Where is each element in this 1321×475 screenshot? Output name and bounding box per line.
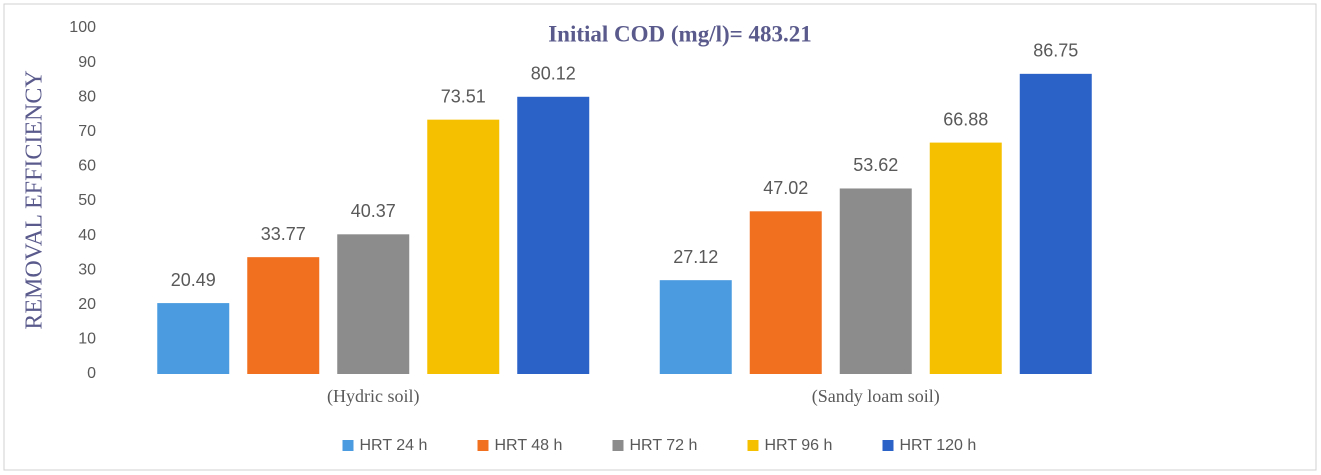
x-tick-label: (Sandy loam soil) (812, 386, 940, 407)
legend-label: HRT 120 h (900, 437, 977, 454)
legend-swatch (342, 440, 354, 451)
y-tick-label: 60 (78, 158, 96, 175)
chart-title: Initial COD (mg/l)= 483.21 (548, 21, 812, 46)
y-tick-label: 50 (78, 192, 96, 209)
bar (839, 188, 912, 374)
y-tick-label: 80 (78, 88, 96, 105)
legend-swatch (612, 440, 624, 451)
value-label: 47.02 (763, 178, 808, 198)
legend-label: HRT 96 h (765, 437, 833, 454)
bar (1019, 73, 1092, 374)
bar (659, 280, 732, 374)
value-label: 86.75 (1033, 41, 1078, 61)
legend-swatch (477, 440, 489, 451)
legend-label: HRT 48 h (495, 437, 563, 454)
y-tick-label: 30 (78, 261, 96, 278)
bar (247, 257, 320, 374)
y-tick-label: 70 (78, 123, 96, 140)
legend-label: HRT 72 h (630, 437, 698, 454)
x-tick-label: (Hydric soil) (327, 386, 419, 407)
bar (749, 211, 822, 374)
legend-swatch (882, 440, 894, 451)
y-tick-label: 20 (78, 296, 96, 313)
y-tick-label: 100 (69, 19, 96, 36)
value-label: 33.77 (261, 224, 306, 244)
value-label: 66.88 (943, 109, 988, 129)
y-tick-label: 90 (78, 54, 96, 71)
legend-swatch (747, 440, 759, 451)
y-tick-label: 0 (87, 365, 96, 382)
bar (337, 234, 410, 374)
value-label: 53.62 (853, 155, 898, 175)
bar (517, 96, 590, 375)
y-tick-label: 10 (78, 331, 96, 348)
chart-border (3, 3, 1317, 471)
value-label: 20.49 (171, 270, 216, 290)
bar (929, 142, 1002, 374)
value-label: 80.12 (531, 64, 576, 84)
y-tick-label: 40 (78, 227, 96, 244)
legend-label: HRT 24 h (360, 437, 428, 454)
y-axis-title: REMOVAL EFFICIENCY (22, 70, 48, 329)
value-label: 27.12 (673, 247, 718, 267)
value-label: 73.51 (441, 86, 486, 106)
bar (427, 119, 500, 375)
value-label: 40.37 (351, 201, 396, 221)
bar (157, 303, 230, 374)
